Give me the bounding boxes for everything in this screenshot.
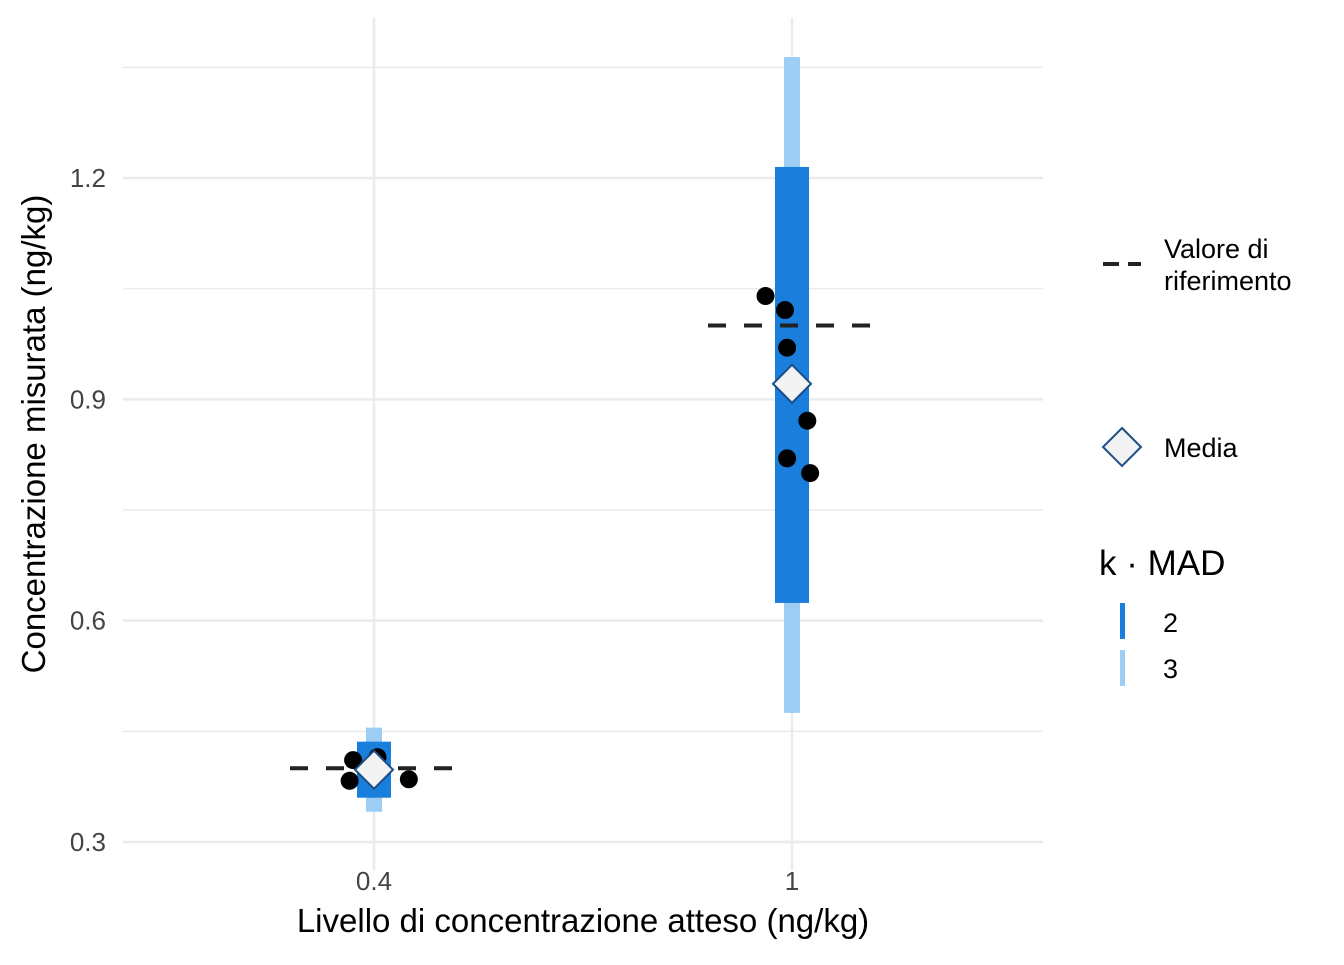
grid	[123, 18, 1043, 870]
x-tick-label: 0.4	[356, 866, 392, 896]
legend-reference-label-1: Valore di	[1164, 234, 1269, 264]
legend-kmad-title: k · MAD	[1099, 544, 1225, 583]
x-tick-label: 1	[785, 866, 799, 896]
legend-mean-diamond-icon	[1101, 426, 1143, 468]
legend-mean: Media	[1101, 426, 1239, 468]
legend-kmad-key-2	[1120, 603, 1125, 639]
axes: 0.3 0.6 0.9 1.2 0.4 1	[70, 163, 799, 896]
data-point	[801, 464, 820, 483]
marks	[290, 57, 876, 812]
legend-kmad-item-2: 2	[1120, 603, 1178, 639]
legend-kmad-key-3	[1120, 650, 1125, 686]
data-point	[778, 338, 797, 357]
legend: Valore di riferimento Media k · MAD 2 3	[1099, 234, 1292, 686]
data-point	[778, 449, 797, 468]
legend-reference: Valore di riferimento	[1103, 234, 1292, 296]
y-tick-label: 0.3	[70, 827, 106, 857]
mean-diamond	[771, 363, 813, 405]
data-point	[776, 301, 795, 320]
y-tick-label: 0.6	[70, 606, 106, 636]
y-tick-label: 0.9	[70, 384, 106, 414]
data-point	[344, 751, 363, 770]
legend-kmad-label-2: 2	[1163, 608, 1178, 638]
data-point	[340, 771, 359, 790]
x-axis-label: Livello di concentrazione atteso (ng/kg)	[297, 902, 869, 939]
legend-mean-label: Media	[1164, 433, 1239, 463]
mean-diamond	[353, 749, 395, 791]
data-point	[798, 411, 817, 430]
legend-kmad-label-3: 3	[1163, 654, 1178, 684]
data-point	[756, 287, 775, 306]
y-axis-label: Concentrazione misurata (ng/kg)	[15, 195, 52, 674]
data-point	[399, 770, 418, 789]
y-tick-label: 1.2	[70, 163, 106, 193]
legend-reference-label-2: riferimento	[1164, 266, 1292, 296]
legend-kmad-item-3: 3	[1120, 650, 1178, 686]
